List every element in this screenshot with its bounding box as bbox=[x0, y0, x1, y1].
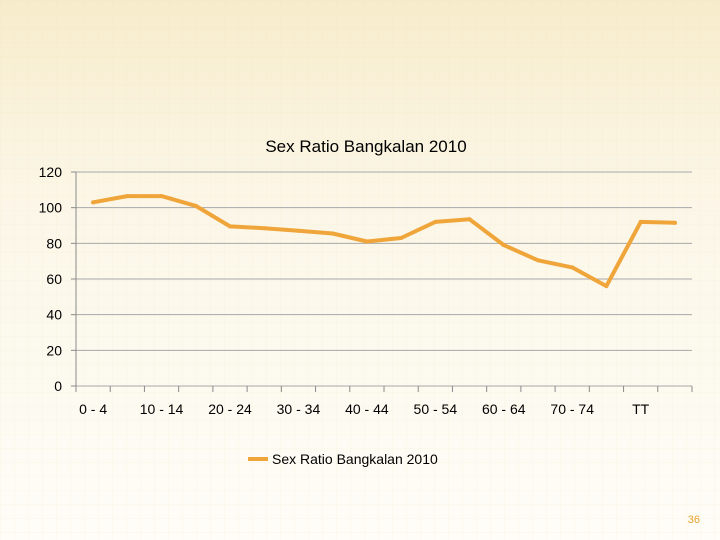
x-tick-label: TT bbox=[632, 401, 650, 417]
data-point bbox=[433, 219, 438, 224]
data-point bbox=[125, 194, 130, 199]
x-tick-label: 10 - 14 bbox=[140, 401, 184, 417]
data-point bbox=[467, 217, 472, 222]
data-point bbox=[330, 231, 335, 236]
x-tick-label: 40 - 44 bbox=[345, 401, 389, 417]
legend: Sex Ratio Bangkalan 2010 bbox=[248, 451, 438, 467]
grid-lines bbox=[76, 171, 692, 387]
data-point bbox=[159, 194, 164, 199]
y-tick-label: 100 bbox=[39, 200, 63, 216]
data-point bbox=[604, 284, 609, 289]
series-line bbox=[91, 194, 677, 289]
data-point bbox=[638, 219, 643, 224]
legend-label: Sex Ratio Bangkalan 2010 bbox=[272, 451, 438, 467]
data-point bbox=[91, 200, 96, 205]
x-tick-label: 50 - 54 bbox=[414, 401, 458, 417]
y-tick-label: 40 bbox=[46, 307, 62, 323]
data-point bbox=[501, 243, 506, 248]
x-tick-label: 20 - 24 bbox=[208, 401, 252, 417]
data-point bbox=[672, 220, 677, 225]
page-number: 36 bbox=[688, 514, 700, 526]
y-axis: 0 20 40 60 80 100 120 bbox=[39, 164, 77, 394]
y-tick-label: 80 bbox=[46, 235, 62, 251]
x-tick-label: 70 - 74 bbox=[550, 401, 594, 417]
series-group bbox=[91, 194, 677, 289]
x-tick-label: 0 - 4 bbox=[79, 401, 107, 417]
x-tick-label: 60 - 64 bbox=[482, 401, 526, 417]
data-point bbox=[399, 235, 404, 240]
data-point bbox=[228, 224, 232, 229]
y-tick-label: 120 bbox=[39, 164, 63, 180]
x-tick-label: 30 - 34 bbox=[277, 401, 321, 417]
x-axis: 0 - 4 10 - 14 20 - 24 30 - 34 40 - 44 50 - 54… bbox=[75, 386, 693, 417]
chart-title: Sex Ratio Bangkalan 2010 bbox=[265, 137, 466, 156]
y-tick-label: 60 bbox=[46, 271, 62, 287]
data-point bbox=[193, 203, 198, 208]
data-point bbox=[364, 239, 369, 244]
data-point bbox=[296, 228, 301, 233]
data-point bbox=[570, 265, 575, 270]
y-tick-label: 0 bbox=[54, 378, 62, 394]
data-point bbox=[262, 226, 267, 231]
y-tick-label: 20 bbox=[46, 342, 62, 358]
data-point bbox=[536, 258, 540, 263]
